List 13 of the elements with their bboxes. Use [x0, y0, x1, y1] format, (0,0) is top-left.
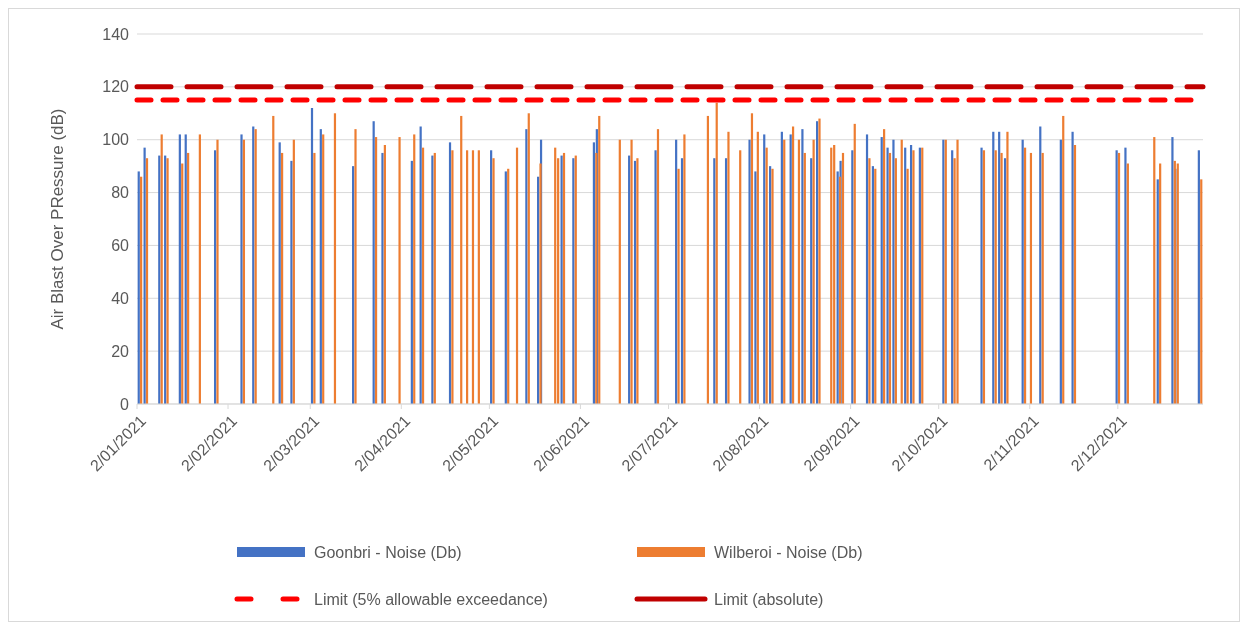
- y-axis-title: Air Blast Over PRessure (dB): [48, 108, 67, 330]
- y-tick-label: 80: [111, 184, 130, 202]
- legend-label: Limit (5% allowable exceedance): [314, 590, 548, 608]
- y-tick-label: 140: [102, 25, 130, 43]
- y-tick-label: 60: [111, 237, 130, 255]
- y-tick-label: 100: [102, 131, 130, 149]
- y-tick-label: 20: [111, 342, 130, 360]
- legend-label: Wilberoi - Noise (Db): [714, 543, 863, 561]
- y-tick-label: 120: [102, 78, 130, 96]
- y-tick-label: 40: [111, 289, 130, 307]
- legend-label: Goonbri - Noise (Db): [314, 543, 462, 561]
- legend-label: Limit (absolute): [714, 590, 824, 608]
- y-tick-label: 0: [120, 395, 130, 413]
